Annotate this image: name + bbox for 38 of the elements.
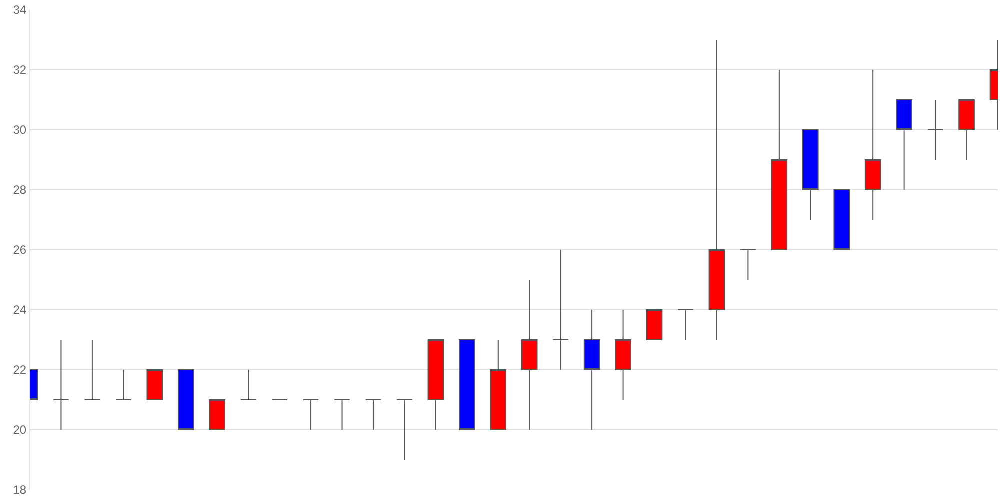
candlestick — [396, 400, 413, 460]
candlestick — [53, 340, 70, 430]
y-tick-label: 26 — [13, 243, 27, 258]
candlestick — [521, 280, 538, 430]
y-tick-label: 28 — [13, 183, 27, 198]
candlestick — [302, 400, 320, 430]
y-tick-label: 18 — [13, 483, 27, 498]
y-tick-label: 20 — [13, 423, 27, 438]
candlestick — [178, 370, 194, 430]
candlestick — [896, 100, 912, 190]
candlestick — [740, 250, 756, 280]
candlestick — [834, 190, 850, 250]
candlestick — [584, 310, 600, 430]
y-tick-label: 30 — [13, 123, 27, 138]
candlestick — [116, 370, 132, 400]
candlestick — [240, 370, 257, 400]
candlestick — [365, 400, 382, 430]
candlestick — [678, 310, 694, 340]
candlestick — [334, 400, 350, 430]
candlestick — [552, 250, 569, 370]
y-tick-label: 22 — [13, 363, 27, 378]
candlestick — [84, 340, 101, 400]
candlestick — [771, 70, 788, 250]
candlestick — [708, 40, 726, 340]
candlestick — [428, 340, 444, 430]
candlestick — [615, 310, 632, 400]
candlestick — [864, 70, 882, 220]
candlestick — [490, 340, 507, 430]
candlestick — [459, 340, 476, 430]
candlestick — [927, 100, 944, 160]
candlestick — [146, 370, 164, 400]
y-tick-label: 24 — [13, 303, 27, 318]
candlestick — [802, 130, 819, 220]
candlestick — [209, 400, 226, 430]
candlestick — [958, 100, 975, 160]
y-tick-label: 32 — [13, 63, 27, 78]
candlestick — [646, 310, 663, 340]
y-tick-label: 34 — [13, 3, 27, 18]
